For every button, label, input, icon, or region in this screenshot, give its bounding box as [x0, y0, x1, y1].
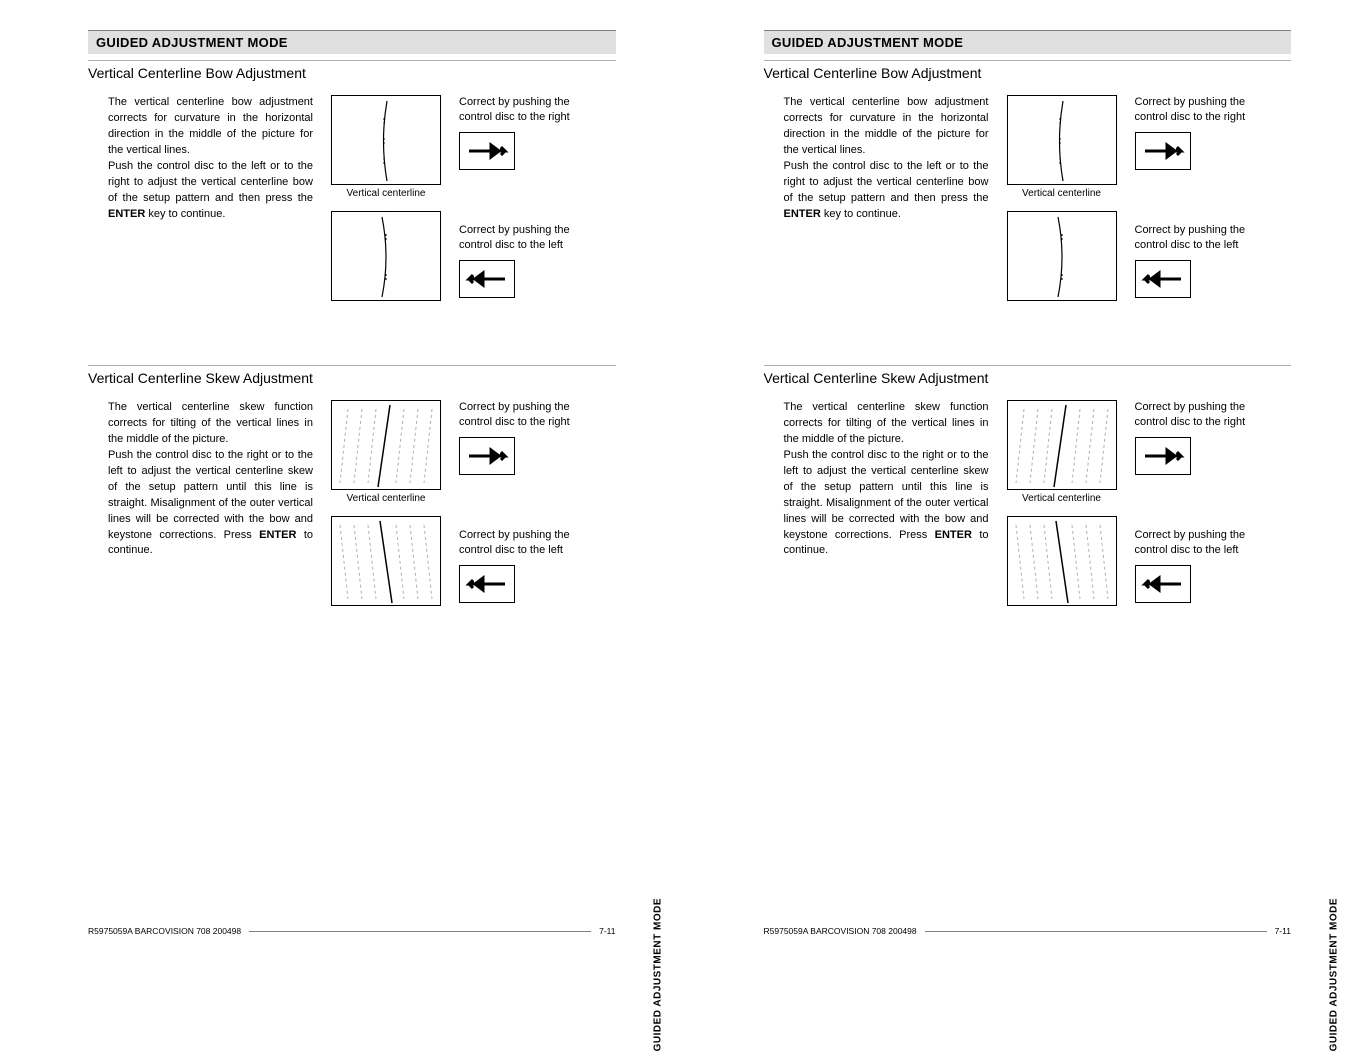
- instr-right-1: Correct by pushing the control disc to t…: [459, 95, 589, 126]
- skew-diagram-2: [331, 516, 441, 606]
- section-skew: Vertical Centerline Skew Adjustment The …: [764, 365, 1292, 624]
- arrow-right-icon: [1135, 437, 1191, 475]
- instr-right-1: Correct by pushing the control disc to t…: [1135, 95, 1265, 126]
- footer: R5975059A BARCOVISION 708 200498 7-11: [88, 926, 616, 936]
- section-title-bow: Vertical Centerline Bow Adjustment: [764, 60, 1292, 91]
- instr-left-2: Correct by pushing the control disc to t…: [459, 528, 589, 559]
- arrow-right-icon: [459, 437, 515, 475]
- skew-diagram-2: [1007, 516, 1117, 606]
- bow-diagram-1: [1007, 95, 1117, 185]
- page-num: 7-11: [599, 926, 615, 936]
- arrow-right-icon: [459, 132, 515, 170]
- page-left: GUIDED ADJUSTMENT MODE Vertical Centerli…: [0, 0, 676, 954]
- centerline-label-1: Vertical centerline: [1022, 188, 1101, 199]
- section-skew: Vertical Centerline Skew Adjustment The …: [88, 365, 616, 624]
- page-num: 7-11: [1275, 926, 1291, 936]
- page-right: GUIDED ADJUSTMENT MODE Vertical Centerli…: [676, 0, 1351, 954]
- section-title-bow: Vertical Centerline Bow Adjustment: [88, 60, 616, 91]
- arrow-left-icon: [1135, 260, 1191, 298]
- doc-id: R5975059A BARCOVISION 708 200498: [764, 926, 917, 936]
- centerline-label-2: Vertical centerline: [1022, 493, 1101, 504]
- bow-diagram-1: [331, 95, 441, 185]
- side-label: GUIDED ADJUSTMENT MODE: [1328, 898, 1339, 1051]
- skew-diagram-1: [331, 400, 441, 490]
- section-body-skew: The vertical centerline skew function co…: [108, 400, 313, 559]
- section-header: GUIDED ADJUSTMENT MODE: [764, 30, 1292, 54]
- centerline-label-2: Vertical centerline: [347, 493, 426, 504]
- section-title-skew: Vertical Centerline Skew Adjustment: [88, 365, 616, 396]
- doc-id: R5975059A BARCOVISION 708 200498: [88, 926, 241, 936]
- instr-left-1: Correct by pushing the control disc to t…: [459, 223, 589, 254]
- arrow-left-icon: [459, 260, 515, 298]
- instr-left-2: Correct by pushing the control disc to t…: [1135, 528, 1265, 559]
- arrow-left-icon: [459, 565, 515, 603]
- skew-diagram-1: [1007, 400, 1117, 490]
- section-title-skew: Vertical Centerline Skew Adjustment: [764, 365, 1292, 396]
- bow-diagram-2: [331, 211, 441, 301]
- section-body-skew: The vertical centerline skew function co…: [784, 400, 989, 559]
- section-body-bow: The vertical centerline bow adjustment c…: [108, 95, 313, 223]
- section-body-bow: The vertical centerline bow adjustment c…: [784, 95, 989, 223]
- centerline-label-1: Vertical centerline: [347, 188, 426, 199]
- footer: R5975059A BARCOVISION 708 200498 7-11: [764, 926, 1292, 936]
- section-header: GUIDED ADJUSTMENT MODE: [88, 30, 616, 54]
- instr-left-1: Correct by pushing the control disc to t…: [1135, 223, 1265, 254]
- section-bow: Vertical Centerline Bow Adjustment The v…: [764, 60, 1292, 319]
- arrow-right-icon: [1135, 132, 1191, 170]
- side-label: GUIDED ADJUSTMENT MODE: [653, 898, 664, 1051]
- instr-right-2: Correct by pushing the control disc to t…: [1135, 400, 1265, 431]
- bow-diagram-2: [1007, 211, 1117, 301]
- instr-right-2: Correct by pushing the control disc to t…: [459, 400, 589, 431]
- section-bow: Vertical Centerline Bow Adjustment The v…: [88, 60, 616, 319]
- arrow-left-icon: [1135, 565, 1191, 603]
